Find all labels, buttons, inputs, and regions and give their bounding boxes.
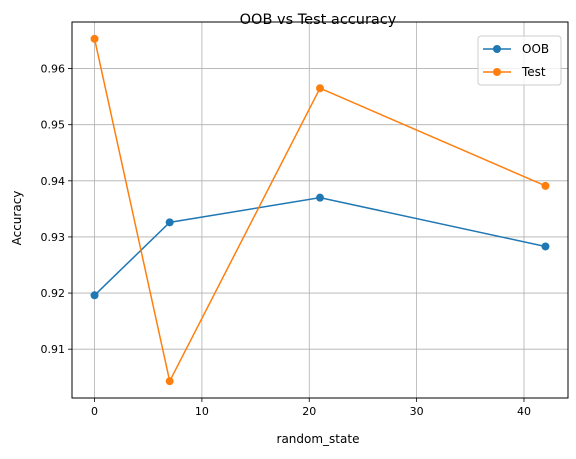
y-tick-label: 0.95 xyxy=(41,119,66,132)
legend: OOB Test xyxy=(477,35,562,86)
y-tick-label: 0.96 xyxy=(41,63,66,76)
y-tick-label: 0.93 xyxy=(41,231,66,244)
x-tick-label: 20 xyxy=(302,405,316,418)
test-data-point xyxy=(90,34,99,43)
oob-legend-label: OOB xyxy=(522,42,549,56)
test-data-point xyxy=(541,181,550,190)
y-axis-label: Accuracy xyxy=(10,191,24,246)
x-axis-label: random_state xyxy=(277,432,360,446)
x-tick-label: 10 xyxy=(195,405,209,418)
test-data-point xyxy=(165,377,174,386)
y-tick-label: 0.94 xyxy=(41,175,66,188)
oob-data-point xyxy=(541,242,550,251)
chart-title: OOB vs Test accuracy xyxy=(240,12,397,28)
oob-data-point xyxy=(165,218,174,227)
test-data-point xyxy=(316,84,324,93)
y-tick-label: 0.92 xyxy=(41,287,66,300)
series-layer xyxy=(90,34,550,386)
oob-series-line xyxy=(94,196,546,296)
test-legend-marker xyxy=(493,68,501,76)
x-tick-label: 40 xyxy=(517,405,531,418)
oob-legend-marker xyxy=(493,45,501,53)
oob-data-point xyxy=(90,291,99,300)
y-tick-label: 0.91 xyxy=(41,343,66,356)
x-tick-label: 30 xyxy=(410,405,424,418)
test-legend-label: Test xyxy=(521,65,546,79)
x-tick-label: 0 xyxy=(91,405,98,418)
plot-frame xyxy=(71,21,569,399)
x-axis: 0 10 20 30 40 xyxy=(91,398,531,418)
test-series-line xyxy=(93,38,546,384)
oob-data-point xyxy=(316,193,324,202)
y-axis: 0.91 0.92 0.93 0.94 0.95 0.96 xyxy=(41,63,72,356)
